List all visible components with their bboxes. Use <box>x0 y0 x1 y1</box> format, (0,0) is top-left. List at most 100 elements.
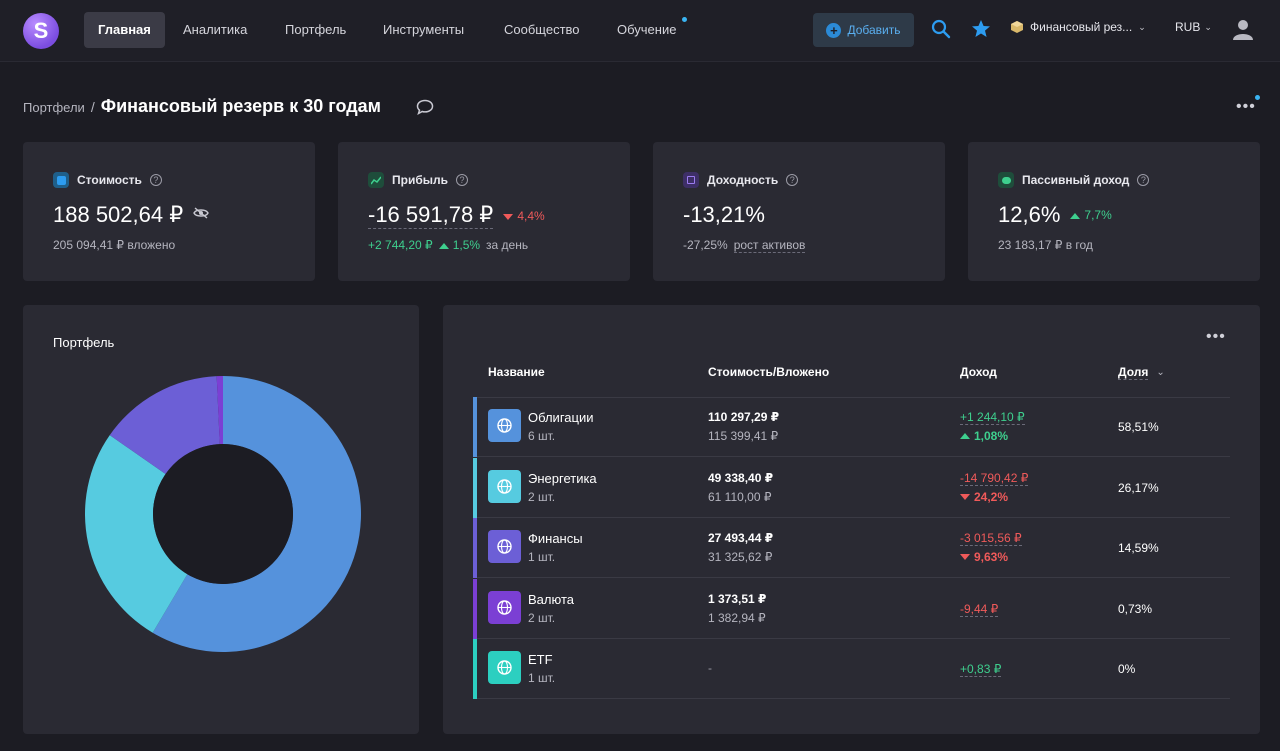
search-icon[interactable] <box>931 19 951 44</box>
column-header-value[interactable]: Стоимость/Вложено <box>708 365 830 379</box>
category-value: 1 373,51 ₽ <box>708 591 767 606</box>
profit-day-suffix: за день <box>486 238 529 252</box>
more-options-icon[interactable]: ••• <box>1236 98 1256 115</box>
column-header-share[interactable]: Доля ⌄ <box>1118 365 1165 380</box>
category-name: Валюта <box>528 591 574 607</box>
profit-day-amount: +2 744,20 ₽ <box>368 238 433 252</box>
notification-dot <box>1255 95 1260 100</box>
category-income[interactable]: +1 244,10 ₽ <box>960 410 1025 425</box>
category-name: Энергетика <box>528 470 597 486</box>
breadcrumb: Портфели / Финансовый резерв к 30 годам <box>23 96 381 117</box>
calendar-icon <box>683 172 699 188</box>
nav-item-learning[interactable]: Обучение <box>617 22 677 37</box>
category-globe-icon <box>488 469 521 503</box>
help-icon[interactable]: ? <box>786 174 799 186</box>
category-globe-icon <box>488 409 521 442</box>
column-header-share-label: Доля <box>1118 365 1149 380</box>
yield-growth-label[interactable]: рост активов <box>733 238 806 253</box>
category-share: 0% <box>1118 662 1136 676</box>
yield-card-title: Доходность <box>707 173 779 187</box>
plus-icon: + <box>826 22 842 38</box>
nav-item-portfolio[interactable]: Портфель <box>285 22 347 37</box>
category-income[interactable]: +0,83 ₽ <box>960 662 1002 677</box>
column-header-name[interactable]: Название <box>488 365 545 379</box>
donut-slice-4[interactable] <box>216 376 223 445</box>
category-color-bar <box>473 639 477 699</box>
profit-day-pct: 1,5% <box>438 238 480 252</box>
portfolio-selector[interactable]: Финансовый рез... ⌄ <box>1010 20 1146 34</box>
sort-down-icon: ⌄ <box>1156 367 1165 378</box>
logo[interactable]: S <box>23 13 59 49</box>
breadcrumb-separator: / <box>90 99 95 115</box>
category-income-pct-value: 9,63% <box>974 550 1009 564</box>
portfolio-selector-label: Финансовый рез... <box>1030 20 1133 34</box>
nav-item-analytics[interactable]: Аналитика <box>183 22 248 37</box>
chevron-down-icon: ⌄ <box>1204 21 1212 32</box>
help-icon[interactable]: ? <box>456 174 468 186</box>
category-color-bar <box>473 578 477 639</box>
category-income-pct: 1,08% <box>960 429 1008 443</box>
category-quantity: 1 шт. <box>528 671 556 685</box>
portfolio-panel-title: Портфель <box>53 335 115 350</box>
comment-icon[interactable] <box>416 99 434 120</box>
chevron-down-icon: ⌄ <box>1138 21 1146 32</box>
donut-slice-3[interactable] <box>109 376 220 475</box>
category-quantity: 2 шт. <box>528 489 556 504</box>
add-button[interactable]: + Добавить <box>813 13 914 47</box>
value-invested: 205 094,41 ₽ вложено <box>53 238 176 252</box>
breadcrumb-parent-link[interactable]: Портфели <box>23 100 85 115</box>
table-row[interactable]: ETF 1 шт. - +0,83 ₽ 0% <box>473 639 1230 699</box>
profit-delta-value: 4,4% <box>517 208 545 223</box>
category-value: - <box>708 661 712 675</box>
portfolio-chart-panel: Портфель <box>23 305 419 734</box>
category-income[interactable]: -3 015,56 ₽ <box>960 531 1022 546</box>
category-globe-icon <box>488 590 521 624</box>
user-avatar[interactable] <box>1232 18 1254 45</box>
passive-income-delta-value: 7,7% <box>1084 208 1112 222</box>
wallet-icon <box>53 172 69 188</box>
category-income-pct-value: 1,08% <box>974 429 1009 443</box>
category-share: 58,51% <box>1118 420 1159 434</box>
donut-slice-2[interactable] <box>84 435 188 633</box>
table-row[interactable]: Валюта 2 шт. 1 373,51 ₽ 1 382,94 ₽ -9,44 ₽ 0,… <box>473 578 1230 639</box>
profit-card: Прибыль ? -16 591,78 ₽ 4,4% +2 744,20 ₽ … <box>338 142 630 281</box>
donut-slice-1[interactable] <box>152 376 361 652</box>
yield-growth-pct: -27,25% <box>683 238 728 252</box>
category-income-pct: 24,2% <box>960 490 1008 504</box>
help-icon[interactable]: ? <box>1137 174 1150 186</box>
category-color-bar <box>473 457 477 518</box>
category-color-bar <box>473 397 477 457</box>
arrow-down-icon <box>960 554 970 560</box>
category-value: 27 493,44 ₽ <box>708 531 774 545</box>
currency-label: RUB <box>1175 20 1201 34</box>
column-header-income[interactable]: Доход <box>960 365 997 379</box>
value-card: Стоимость ? 188 502,64 ₽ 205 094,41 ₽ вл… <box>23 142 315 281</box>
star-icon[interactable] <box>971 19 991 44</box>
category-globe-icon <box>488 530 521 563</box>
portfolio-donut-chart <box>84 376 361 652</box>
currency-selector[interactable]: RUB ⌄ <box>1175 20 1212 34</box>
yield-card: Доходность ? -13,21% -27,25% рост активо… <box>653 142 945 281</box>
category-invested: 31 325,62 ₽ <box>708 550 773 564</box>
category-share: 14,59% <box>1118 541 1159 555</box>
passive-income-card-title: Пассивный доход <box>1022 173 1130 187</box>
help-icon[interactable]: ? <box>149 174 162 186</box>
nav-item-community[interactable]: Сообщество <box>504 22 580 37</box>
eye-off-icon[interactable] <box>193 206 210 224</box>
table-row[interactable]: Финансы 1 шт. 27 493,44 ₽ 31 325,62 ₽ -3 015… <box>473 518 1230 578</box>
category-globe-icon <box>488 651 521 684</box>
category-income[interactable]: -14 790,42 ₽ <box>960 470 1029 486</box>
holdings-panel <box>443 305 1260 734</box>
nav-item-home[interactable]: Главная <box>84 12 165 48</box>
table-row[interactable]: Энергетика 2 шт. 49 338,40 ₽ 61 110,00 ₽ -14… <box>473 457 1230 518</box>
table-more-options-icon[interactable]: ••• <box>1206 328 1226 345</box>
category-income[interactable]: -9,44 ₽ <box>960 601 999 617</box>
table-row[interactable]: Облигации 6 шт. 110 297,29 ₽ 115 399,41 ₽ +1… <box>473 397 1230 457</box>
category-share: 0,73% <box>1118 601 1153 616</box>
category-quantity: 6 шт. <box>528 429 556 443</box>
nav-item-tools[interactable]: Инструменты <box>383 22 465 37</box>
arrow-down-icon <box>503 213 514 220</box>
table-divider <box>473 397 1230 398</box>
page-title: Финансовый резерв к 30 годам <box>100 96 382 116</box>
value-card-title: Стоимость <box>77 173 142 187</box>
